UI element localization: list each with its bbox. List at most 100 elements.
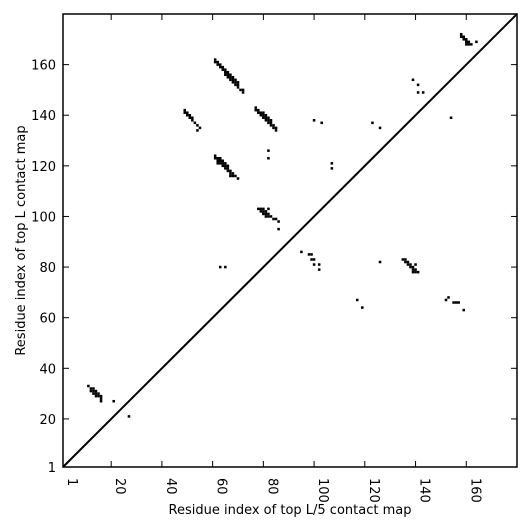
contact-point bbox=[269, 215, 273, 218]
contact-point bbox=[317, 263, 321, 266]
contact-point bbox=[229, 73, 232, 76]
contact-point bbox=[216, 63, 219, 66]
contact-point bbox=[269, 121, 273, 125]
contact-point bbox=[236, 177, 240, 180]
contact-point bbox=[404, 258, 407, 261]
contact-point bbox=[236, 86, 240, 89]
contact-point bbox=[241, 91, 245, 94]
contact-point bbox=[320, 121, 323, 125]
contact-point bbox=[99, 399, 103, 403]
contact-point bbox=[465, 40, 468, 44]
y-tick-label: 100 bbox=[31, 210, 56, 225]
contact-point bbox=[234, 174, 237, 178]
contact-point bbox=[224, 73, 227, 76]
contact-point bbox=[262, 212, 265, 216]
contact-point bbox=[371, 121, 374, 125]
contact-point bbox=[216, 156, 219, 160]
contact-point bbox=[378, 126, 382, 130]
contact-point bbox=[259, 113, 263, 117]
contact-point bbox=[462, 38, 466, 41]
contact-point bbox=[94, 394, 98, 398]
contact-point bbox=[221, 159, 225, 163]
contact-point bbox=[231, 81, 235, 84]
contact-point bbox=[224, 265, 227, 269]
contact-point bbox=[414, 268, 417, 271]
contact-point bbox=[411, 265, 415, 269]
x-tick-label: 160 bbox=[467, 478, 482, 503]
y-axis-label: Residue index of top L contact map bbox=[14, 125, 29, 355]
contact-point bbox=[277, 220, 280, 223]
contact-point bbox=[264, 113, 268, 117]
contact-point bbox=[97, 392, 100, 395]
contact-point bbox=[188, 113, 192, 117]
contact-point bbox=[465, 43, 468, 46]
y-tick-label: 140 bbox=[31, 109, 56, 124]
contact-point bbox=[226, 167, 230, 170]
contact-point bbox=[262, 113, 265, 117]
contact-point bbox=[92, 392, 95, 395]
contact-point bbox=[89, 389, 93, 393]
contact-point bbox=[414, 270, 417, 274]
contact-point bbox=[183, 108, 187, 112]
contact-point bbox=[254, 106, 258, 109]
contact-point bbox=[272, 217, 275, 221]
contact-point bbox=[267, 116, 270, 120]
contact-point bbox=[196, 124, 199, 127]
contact-point bbox=[409, 265, 412, 269]
contact-point bbox=[267, 207, 270, 211]
contact-point bbox=[99, 397, 103, 400]
contact-point bbox=[213, 60, 217, 64]
contact-point bbox=[267, 215, 270, 218]
contact-point bbox=[467, 40, 471, 44]
contact-point bbox=[264, 212, 268, 216]
contact-point bbox=[274, 129, 278, 132]
contact-point bbox=[257, 207, 260, 211]
contact-point bbox=[213, 156, 217, 160]
contact-point bbox=[307, 253, 311, 256]
contact-point bbox=[229, 76, 232, 79]
contact-point bbox=[404, 260, 407, 264]
contact-point bbox=[274, 217, 278, 221]
contact-point bbox=[218, 159, 222, 163]
contact-point bbox=[213, 154, 217, 157]
contact-point bbox=[262, 210, 265, 213]
contact-point bbox=[267, 212, 270, 216]
contact-point bbox=[127, 415, 131, 418]
contact-point bbox=[406, 263, 410, 266]
y-tick-label: 80 bbox=[39, 261, 56, 276]
plot-frame bbox=[62, 13, 518, 468]
contact-point bbox=[234, 81, 237, 84]
contact-point bbox=[274, 126, 278, 130]
contact-point bbox=[234, 83, 237, 87]
contact-point bbox=[221, 162, 225, 165]
contact-point bbox=[401, 258, 405, 261]
contact-point bbox=[452, 301, 455, 304]
contact-point bbox=[462, 35, 466, 39]
contact-point bbox=[218, 65, 222, 69]
contact-point bbox=[241, 88, 245, 92]
contact-point bbox=[257, 111, 260, 114]
contact-point bbox=[236, 83, 240, 87]
contact-point bbox=[330, 167, 334, 170]
x-tick-label: 140 bbox=[417, 478, 432, 503]
contact-point bbox=[231, 172, 235, 175]
contact-point bbox=[231, 174, 235, 178]
x-tick-label: 20 bbox=[112, 478, 127, 495]
contact-point bbox=[264, 210, 268, 213]
contact-point bbox=[277, 227, 280, 231]
contact-point bbox=[216, 60, 219, 64]
y-tick-label: 40 bbox=[39, 362, 56, 377]
contact-point bbox=[421, 91, 425, 94]
x-axis-ticks: 1 20 40 60 80 100 120 140 160 bbox=[62, 14, 482, 503]
contact-point bbox=[226, 73, 230, 76]
contact-point bbox=[94, 389, 98, 393]
contact-point bbox=[262, 207, 265, 211]
contact-point bbox=[312, 263, 316, 266]
contact-point bbox=[193, 121, 197, 125]
x-tick-label: 120 bbox=[366, 478, 381, 503]
contact-point bbox=[414, 263, 417, 266]
contact-point bbox=[416, 83, 420, 87]
contact-point bbox=[218, 162, 222, 165]
